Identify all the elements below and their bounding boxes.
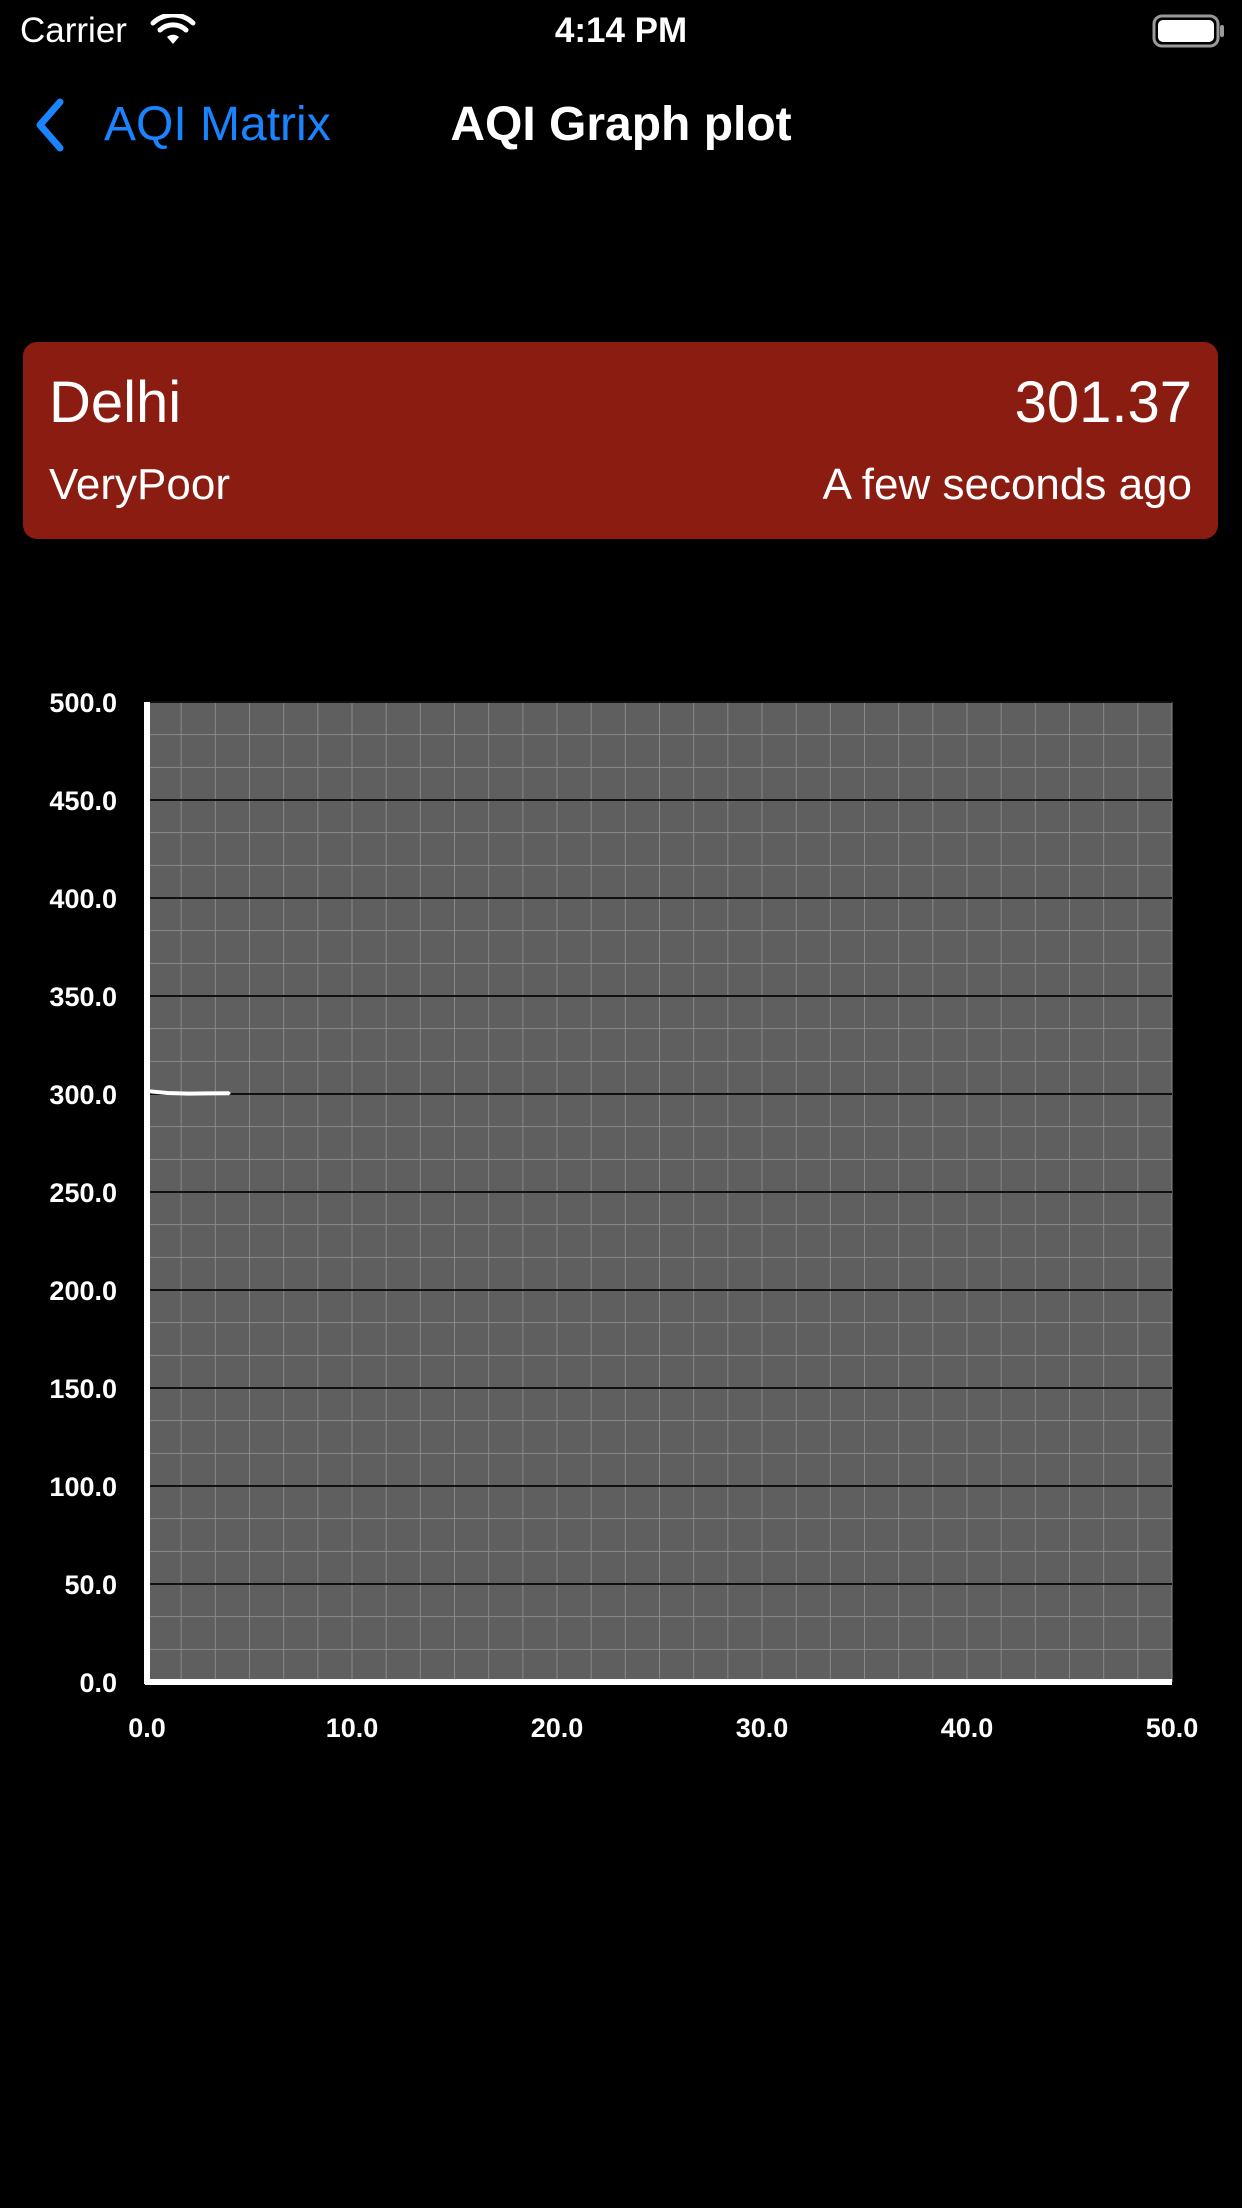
y-tick-label: 50.0 bbox=[64, 1570, 117, 1600]
y-tick-label: 250.0 bbox=[49, 1178, 117, 1208]
y-tick-label: 100.0 bbox=[49, 1472, 117, 1502]
city-name: Delhi bbox=[49, 370, 182, 435]
data-point bbox=[186, 1092, 190, 1096]
x-tick-label: 30.0 bbox=[736, 1713, 789, 1743]
x-tick-label: 20.0 bbox=[531, 1713, 584, 1743]
clock: 4:14 PM bbox=[554, 11, 688, 50]
y-tick-label: 150.0 bbox=[49, 1374, 117, 1404]
wifi-icon bbox=[150, 14, 196, 44]
aqi-chart-svg: 0.0 50.0 100.0 150.0 200.0 250.0 300.0 350.0 400… bbox=[49, 688, 1199, 1743]
x-tick-label: 0.0 bbox=[128, 1713, 166, 1743]
y-tick-label: 0.0 bbox=[79, 1668, 117, 1698]
back-button-label: AQI Matrix bbox=[104, 98, 331, 151]
y-tick-label: 450.0 bbox=[49, 786, 117, 816]
status-bar: Carrier 4:14 PM bbox=[0, 0, 1242, 62]
battery-icon bbox=[1152, 14, 1224, 48]
data-point bbox=[145, 1089, 149, 1093]
page-title: AQI Graph plot bbox=[450, 98, 792, 151]
x-tick-label: 10.0 bbox=[326, 1713, 379, 1743]
x-tick-label: 40.0 bbox=[941, 1713, 994, 1743]
x-tick-label: 50.0 bbox=[1146, 1713, 1199, 1743]
navigation-bar: AQI Matrix AQI Graph plot bbox=[0, 80, 1242, 170]
last-updated: A few seconds ago bbox=[822, 460, 1192, 509]
aqi-card: Delhi 301.37 VeryPoor A few seconds ago bbox=[23, 342, 1218, 539]
data-point bbox=[166, 1091, 169, 1095]
chevron-left-icon bbox=[36, 98, 64, 152]
y-tick-label: 350.0 bbox=[49, 982, 117, 1012]
y-tick-label: 500.0 bbox=[49, 688, 117, 718]
y-tick-label: 300.0 bbox=[49, 1080, 117, 1110]
aqi-chart: 0.0 50.0 100.0 150.0 200.0 250.0 300.0 350.0 400… bbox=[0, 660, 1242, 1780]
carrier-label: Carrier bbox=[20, 11, 127, 50]
y-tick-label: 200.0 bbox=[49, 1276, 117, 1306]
data-point bbox=[227, 1091, 231, 1095]
back-button[interactable]: AQI Matrix bbox=[30, 94, 331, 156]
aqi-category: VeryPoor bbox=[49, 460, 230, 509]
aqi-value: 301.37 bbox=[1014, 370, 1192, 435]
y-tick-label: 400.0 bbox=[49, 884, 117, 914]
data-point bbox=[207, 1091, 210, 1095]
